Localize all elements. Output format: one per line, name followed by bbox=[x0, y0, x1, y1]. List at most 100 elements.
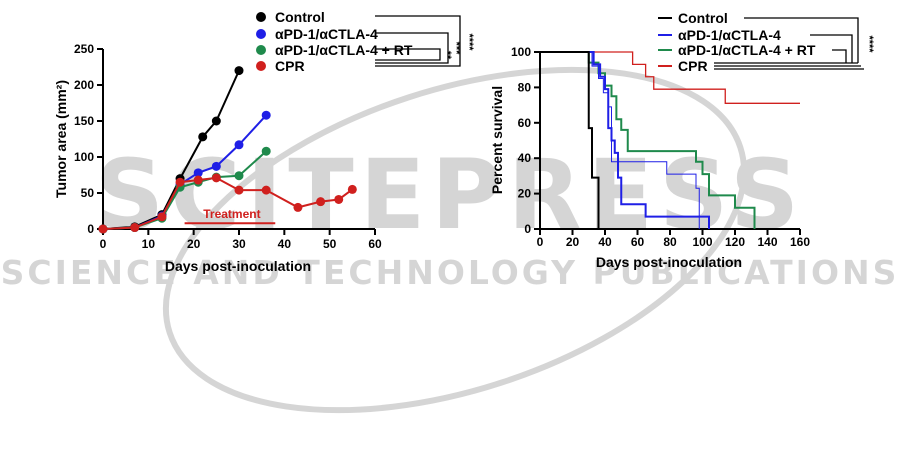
y-axis-label: Percent survival bbox=[489, 86, 505, 194]
legend-label: αPD-1/αCTLA-4 + RT bbox=[678, 42, 816, 58]
significance-brackets bbox=[714, 17, 864, 70]
data-point bbox=[261, 110, 271, 120]
legend-marker bbox=[256, 61, 266, 71]
legend-marker bbox=[256, 29, 266, 39]
data-point bbox=[193, 175, 203, 185]
bracket-control bbox=[744, 17, 859, 63]
y-axis-label: Tumor area (mm²) bbox=[53, 80, 69, 198]
bracket-rt-cpr bbox=[375, 48, 441, 61]
legend-label: αPD-1/αCTLA-4 bbox=[275, 26, 378, 42]
x-tick-label: 60 bbox=[368, 237, 382, 251]
y-tick-label: 100 bbox=[511, 45, 531, 59]
x-tick-label: 30 bbox=[232, 237, 246, 251]
series-group bbox=[98, 66, 357, 234]
sig-rt-cpr: ** bbox=[441, 51, 453, 60]
series-control bbox=[540, 51, 600, 229]
data-point bbox=[211, 116, 221, 126]
data-point bbox=[234, 171, 244, 181]
y-tick-label: 40 bbox=[518, 151, 532, 165]
data-point bbox=[234, 140, 244, 150]
x-tick-label: 40 bbox=[598, 235, 612, 249]
y-ticks: 0 20 40 60 80 100 bbox=[511, 45, 540, 236]
data-point bbox=[261, 146, 271, 156]
bracket-rt bbox=[832, 49, 847, 63]
survival-step-line bbox=[540, 51, 710, 229]
bracket-control-cpr bbox=[375, 15, 461, 67]
treatment-annotation: Treatment bbox=[184, 207, 276, 225]
x-ticks: 0 20 40 60 80 100 120 140 160 bbox=[537, 229, 810, 249]
data-point bbox=[261, 185, 271, 195]
legend-marker bbox=[256, 12, 266, 22]
bracket-pd1-cpr bbox=[375, 32, 449, 64]
data-point bbox=[211, 173, 221, 183]
y-tick-label: 20 bbox=[518, 187, 532, 201]
watermark-word: SCITEPRESS bbox=[95, 139, 805, 251]
series-group bbox=[540, 51, 800, 229]
sig-pd1-cpr: *** bbox=[450, 42, 462, 56]
x-tick-label: 120 bbox=[725, 235, 745, 249]
x-tick-label: 10 bbox=[142, 237, 156, 251]
x-tick-label: 160 bbox=[790, 235, 810, 249]
y-tick-label: 80 bbox=[518, 80, 532, 94]
y-ticks: 0 50 100 150 200 250 bbox=[74, 42, 103, 236]
survival-chart: 0 20 40 60 80 100 0 20 40 60 80 100 120 140 160 Perce… bbox=[489, 10, 875, 270]
x-axis-label: Days post-inoculation bbox=[596, 254, 742, 270]
legend-label: αPD-1/αCTLA-4 bbox=[678, 27, 781, 43]
y-tick-label: 0 bbox=[524, 222, 531, 236]
data-point bbox=[211, 161, 221, 171]
survival-step-line bbox=[540, 51, 600, 229]
data-point bbox=[234, 185, 244, 195]
bracket-pd1 bbox=[810, 34, 853, 63]
data-point bbox=[175, 177, 185, 187]
legend-label: αPD-1/αCTLA-4 + RT bbox=[275, 42, 413, 58]
watermark: SCITEPRESS SCIENCE AND TECHNOLOGY PUBLIC… bbox=[1, 66, 900, 414]
data-point bbox=[234, 66, 244, 76]
y-tick-label: 50 bbox=[81, 186, 95, 200]
x-tick-label: 0 bbox=[537, 235, 544, 249]
watermark-subtitle: SCIENCE AND TECHNOLOGY PUBLICATIONS bbox=[1, 253, 900, 292]
survival-step-line bbox=[540, 51, 800, 104]
x-tick-label: 80 bbox=[663, 235, 677, 249]
legend-label: Control bbox=[678, 10, 728, 26]
data-point bbox=[198, 132, 208, 142]
y-tick-label: 150 bbox=[74, 114, 94, 128]
y-tick-label: 200 bbox=[74, 78, 94, 92]
x-tick-label: 60 bbox=[631, 235, 645, 249]
legend-label: CPR bbox=[275, 58, 305, 74]
legend-marker bbox=[256, 45, 266, 55]
data-point bbox=[98, 224, 108, 234]
x-axis-label: Days post-inoculation bbox=[165, 258, 311, 274]
legend-label: CPR bbox=[678, 58, 708, 74]
x-tick-label: 0 bbox=[100, 237, 107, 251]
data-point bbox=[316, 197, 326, 207]
data-point bbox=[334, 194, 344, 204]
legend-label: Control bbox=[275, 9, 325, 25]
x-tick-label: 50 bbox=[323, 237, 337, 251]
x-tick-label: 20 bbox=[566, 235, 580, 249]
data-point bbox=[293, 202, 303, 212]
x-tick-label: 100 bbox=[692, 235, 712, 249]
sig-control-cpr: **** bbox=[463, 33, 475, 51]
y-tick-label: 100 bbox=[74, 150, 94, 164]
sig-survival: **** bbox=[863, 35, 875, 53]
x-ticks: 0 10 20 30 40 50 60 bbox=[100, 229, 382, 251]
series-apd-1-actla-4 bbox=[540, 51, 710, 229]
x-tick-label: 20 bbox=[187, 237, 201, 251]
series-cpr bbox=[98, 173, 357, 234]
significance-brackets bbox=[375, 15, 461, 67]
significance-labels: **** *** ** bbox=[441, 33, 475, 60]
data-point bbox=[130, 223, 140, 233]
tumor-area-chart: 0 50 100 150 200 250 0 10 20 30 40 50 60 Tumor area… bbox=[53, 9, 475, 274]
data-point bbox=[193, 168, 203, 178]
data-point bbox=[347, 184, 357, 194]
data-point bbox=[157, 212, 167, 222]
y-tick-label: 0 bbox=[87, 222, 94, 236]
x-tick-label: 40 bbox=[278, 237, 292, 251]
series-cpr bbox=[540, 51, 800, 104]
y-tick-label: 250 bbox=[74, 42, 94, 56]
treatment-label: Treatment bbox=[203, 207, 260, 221]
